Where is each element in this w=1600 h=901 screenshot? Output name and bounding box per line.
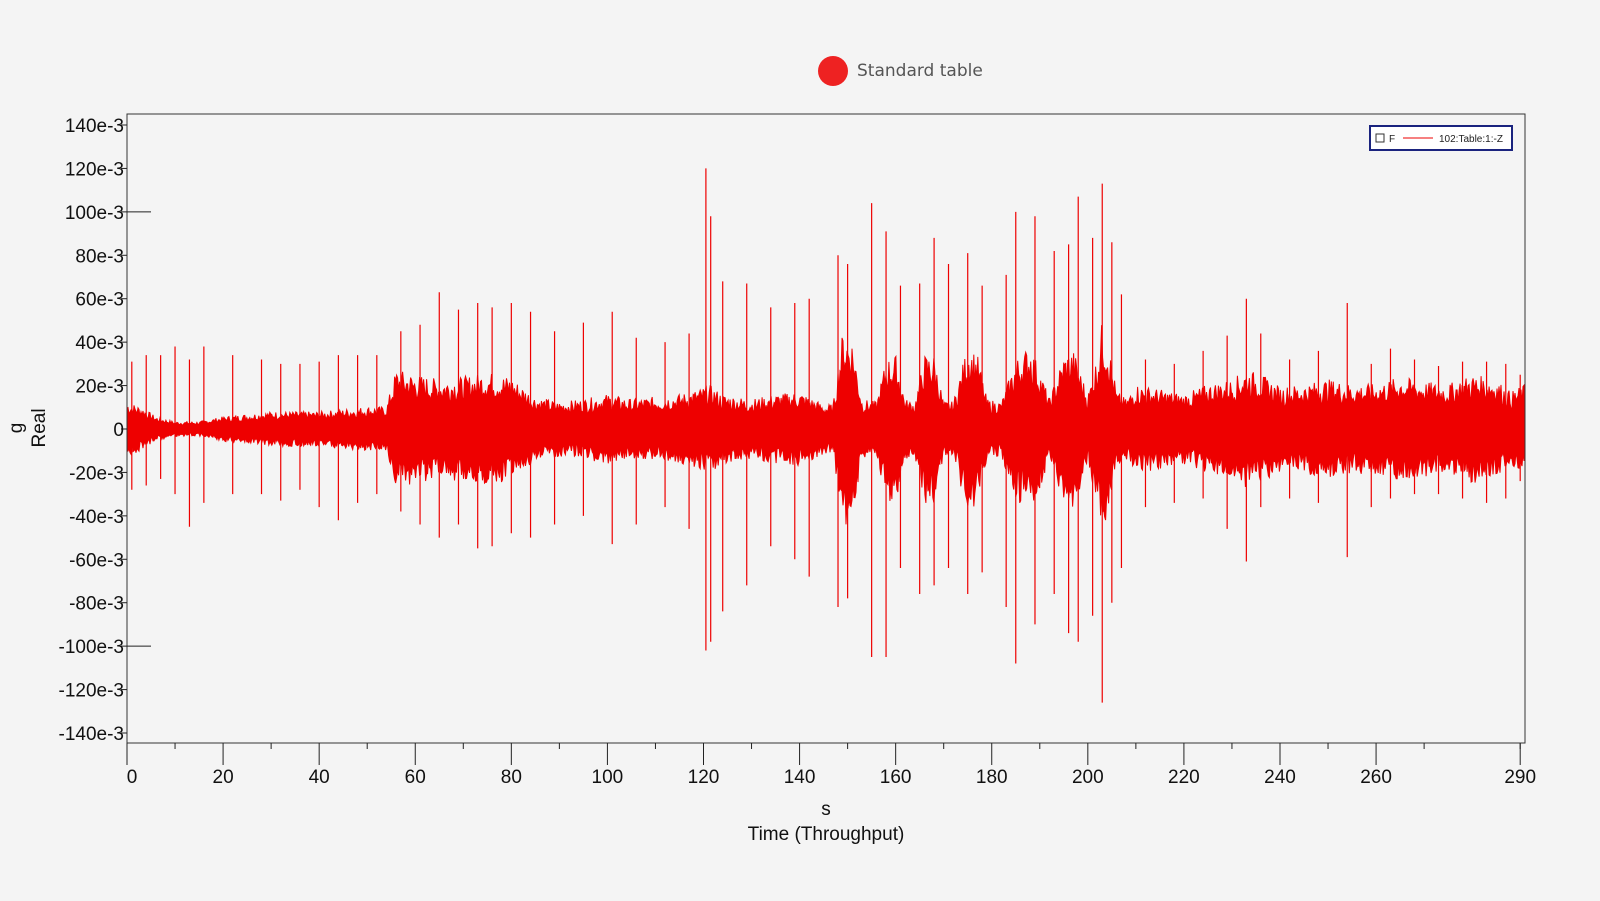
inset-legend: F 102:Table:1:-Z (1370, 126, 1512, 150)
y-tick-label: -40e-3 (69, 507, 124, 528)
y-tick-label: -60e-3 (69, 550, 124, 571)
x-tick-label: 160 (880, 767, 912, 788)
y-tick-label: -80e-3 (69, 594, 124, 615)
x-axis: 0 20 40 60 80 100 120 140 160 180 200 220 240 260 290 (127, 743, 1536, 788)
x-tick-label: 40 (309, 767, 330, 788)
y-axis-title: Real (29, 408, 50, 447)
y-tick-label: 60e-3 (75, 290, 124, 311)
y-tick-label: 40e-3 (75, 333, 124, 354)
legend-checkbox-icon[interactable] (1376, 134, 1384, 142)
y-tick-label: 0 (113, 420, 124, 441)
y-tick-label: 120e-3 (65, 159, 124, 180)
y-tick-label: -120e-3 (59, 681, 125, 702)
x-tick-label: 120 (688, 767, 720, 788)
x-axis-unit: s (821, 799, 831, 820)
x-tick-label: 0 (127, 767, 138, 788)
y-axis-unit: g (6, 423, 27, 434)
x-tick-label: 240 (1264, 767, 1296, 788)
x-tick-label: 60 (405, 767, 426, 788)
legend-checkbox-label: F (1389, 134, 1395, 145)
x-tick-label: 260 (1360, 767, 1392, 788)
y-tick-label: -100e-3 (59, 637, 125, 658)
y-tick-label: 20e-3 (75, 377, 124, 398)
x-tick-label: 20 (213, 767, 234, 788)
y-tick-label: 140e-3 (65, 116, 124, 137)
y-tick-label: 100e-3 (65, 203, 124, 224)
x-tick-label: 140 (784, 767, 816, 788)
legend-series-label: 102:Table:1:-Z (1439, 134, 1503, 145)
y-tick-label: -140e-3 (59, 724, 125, 745)
x-tick-label: 80 (501, 767, 522, 788)
x-tick-label: 220 (1168, 767, 1200, 788)
x-tick-label: 290 (1504, 767, 1536, 788)
x-tick-label: 200 (1072, 767, 1104, 788)
y-tick-label: -20e-3 (69, 463, 124, 484)
y-tick-label: 80e-3 (75, 246, 124, 267)
x-tick-label: 100 (592, 767, 624, 788)
x-axis-title: Time (Throughput) (748, 824, 905, 845)
x-tick-label: 180 (976, 767, 1008, 788)
